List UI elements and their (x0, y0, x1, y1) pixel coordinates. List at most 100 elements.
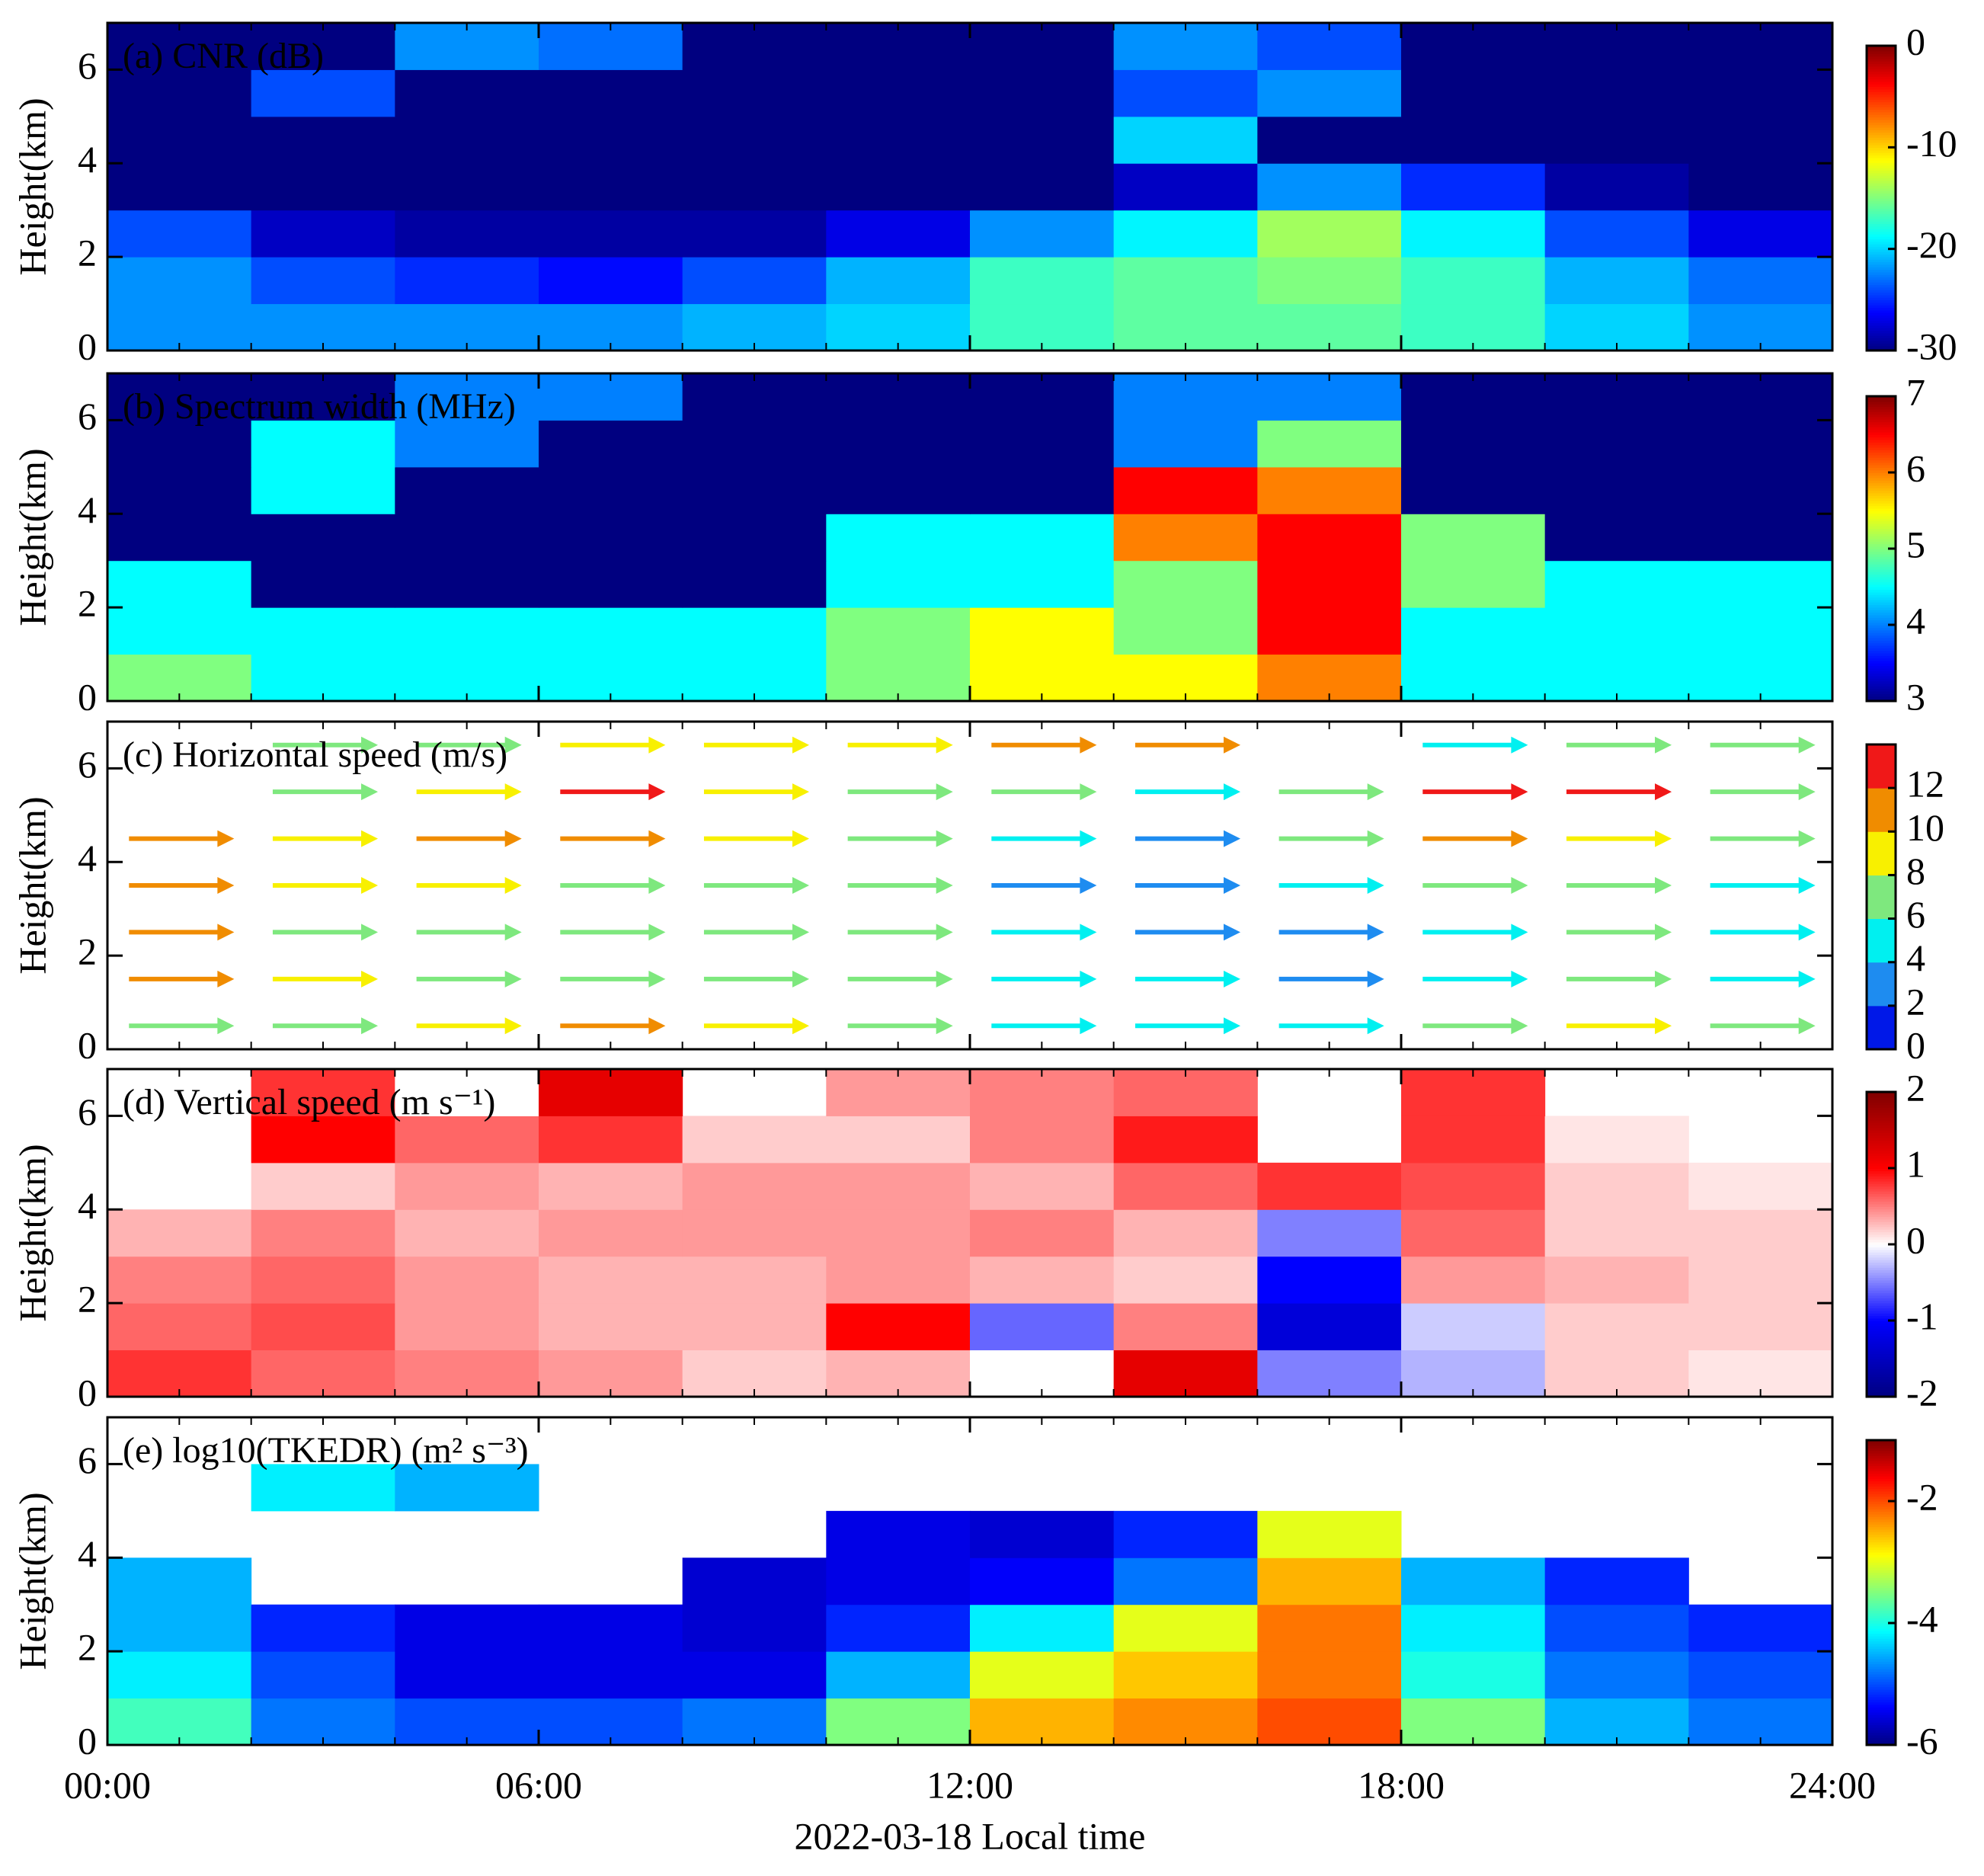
panel: 0 2 4 6 Height(km) (b) Spectrum width (MHz) 3 4… (11, 370, 1925, 718)
colorbar-band (1867, 549, 1896, 552)
colorbar-band (1867, 178, 1896, 181)
wind-arrow (703, 970, 810, 988)
colorbar-band (1867, 302, 1896, 306)
heat-cell (251, 560, 395, 608)
arrow-head (936, 970, 953, 988)
heat-cell (1401, 514, 1546, 562)
colorbar-band (1867, 442, 1896, 446)
heat-cell (1257, 69, 1402, 117)
heat-cell (1257, 257, 1402, 305)
wind-arrow (416, 830, 522, 847)
heat-cell (1257, 1604, 1402, 1652)
colorbar-band (1867, 635, 1896, 639)
wind-arrow (703, 877, 810, 894)
colorbar-band (1867, 1122, 1896, 1126)
colorbar-band (1867, 408, 1896, 412)
arrow-head (1798, 1017, 1816, 1035)
colorbar-band (1867, 1503, 1896, 1507)
heat-cell (1113, 1651, 1258, 1699)
colorbar-band (1867, 338, 1896, 341)
colorbar-band (1867, 1292, 1896, 1296)
panel: 0 2 4 6 Height(km) (a) CNR (dB) -30 -20 -10 0 (11, 20, 1957, 367)
colorbar-band (1867, 1313, 1896, 1317)
arrow-head (504, 970, 522, 988)
colorbar-band (1867, 1536, 1896, 1540)
colorbar-band (1867, 1252, 1896, 1256)
colorbar-band (1867, 1473, 1896, 1477)
colorbar-tick-label: 1 (1906, 1142, 1925, 1185)
colorbar-band (1867, 665, 1896, 669)
colorbar-band (1867, 568, 1896, 572)
heat-cell (539, 420, 683, 468)
arrow-head (1080, 736, 1097, 754)
heat-cell (107, 1303, 252, 1351)
colorbar-band (1867, 99, 1896, 103)
arrow-head (217, 1017, 235, 1035)
heat-cell (1688, 257, 1833, 305)
heat-cell (826, 1604, 971, 1652)
heat-cell (826, 116, 971, 164)
colorbar-band (1867, 500, 1896, 504)
colorbar-band (1867, 1391, 1896, 1395)
colorbar-band (1867, 1130, 1896, 1134)
colorbar-band (1867, 1656, 1896, 1660)
heat-cell (107, 420, 252, 468)
colorbar-band (1867, 1699, 1896, 1703)
colorbar-band (1867, 134, 1896, 138)
colorbar-band (1867, 652, 1896, 656)
colorbar-band (1867, 1125, 1896, 1128)
heat-cell (1401, 257, 1546, 305)
heat-cell (395, 607, 539, 655)
wind-arrow (1278, 830, 1384, 847)
arrow-head (1798, 924, 1816, 941)
colorbar-band (1867, 622, 1896, 626)
colorbar-band (1867, 1692, 1896, 1695)
colorbar-band (1867, 1244, 1896, 1248)
y-tick-label: 4 (78, 837, 97, 879)
colorbar-band (1867, 1481, 1896, 1484)
heat-cell (539, 373, 683, 421)
heat-cell (970, 607, 1115, 655)
arrow-head (1511, 1017, 1528, 1035)
colorbar-band (1867, 1689, 1896, 1692)
colorbar-band (1867, 101, 1896, 105)
colorbar-band (1867, 231, 1896, 235)
colorbar-tick-label: 2 (1906, 980, 1925, 1023)
arrow-head (936, 877, 953, 894)
colorbar-band (1867, 1239, 1896, 1243)
colorbar-band (1867, 1570, 1896, 1573)
colorbar-band (1867, 1648, 1896, 1652)
heat-cell (107, 257, 252, 305)
colorbar-band (1867, 399, 1896, 402)
colorbar-band (1867, 416, 1896, 420)
colorbar-band (1867, 602, 1896, 606)
colorbar-band (1867, 1574, 1896, 1578)
colorbar-band (1867, 137, 1896, 141)
colorbar-band (1867, 190, 1896, 194)
heat-cell (1257, 210, 1402, 258)
colorbar-band (1867, 648, 1896, 651)
wind-arrow (1710, 830, 1816, 847)
colorbar-band (1867, 576, 1896, 580)
colorbar-band (1867, 287, 1896, 290)
colorbar-band (1867, 1321, 1896, 1324)
heat-cell (395, 1303, 539, 1351)
wind-arrow (1422, 736, 1528, 754)
heat-cell (826, 1069, 971, 1116)
colorbar-band (1867, 1702, 1896, 1705)
colorbar-tick-label: 4 (1906, 599, 1925, 642)
heat-cell (970, 69, 1115, 117)
colorbar-band (1867, 477, 1896, 481)
wind-arrow (991, 877, 1097, 894)
wind-arrow (1566, 970, 1672, 988)
heat-cell (1257, 1256, 1402, 1304)
colorbar-band (1867, 81, 1896, 85)
heat-cell (395, 514, 539, 562)
colorbar-band (1867, 96, 1896, 100)
colorbar-band (1867, 574, 1896, 578)
colorbar-band (1867, 1704, 1896, 1708)
colorbar-band (1867, 1148, 1896, 1151)
colorbar-band (1867, 459, 1896, 463)
heat-cell (1544, 466, 1689, 514)
colorbar-band (1867, 1676, 1896, 1680)
